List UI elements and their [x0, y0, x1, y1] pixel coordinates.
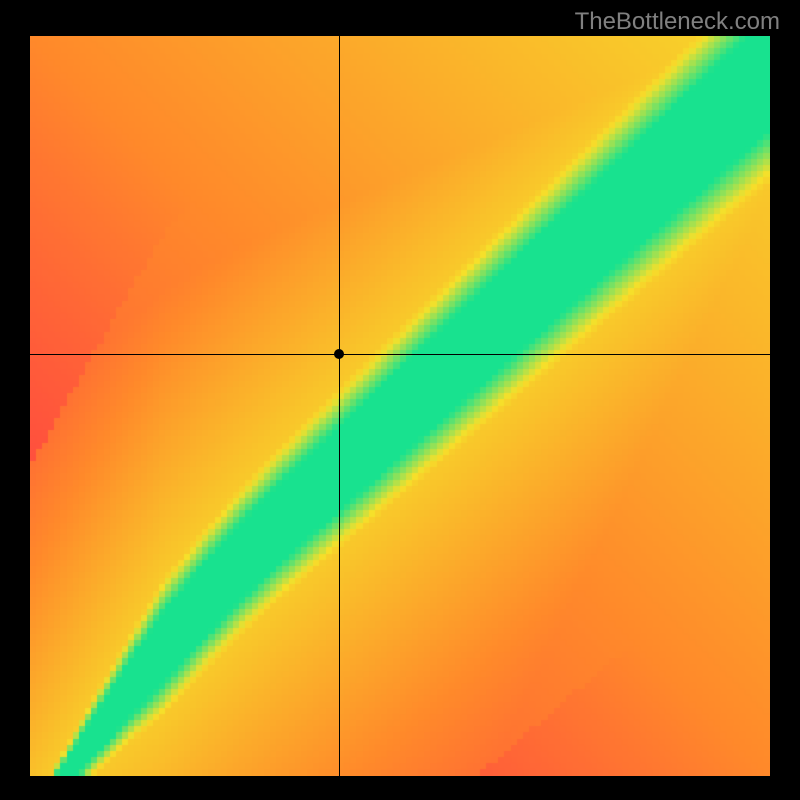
chart-container: TheBottleneck.com	[0, 0, 800, 800]
crosshair-horizontal	[30, 354, 770, 355]
plot-area	[30, 36, 770, 776]
crosshair-vertical	[339, 36, 340, 776]
watermark-text: TheBottleneck.com	[575, 8, 780, 36]
heatmap-canvas	[30, 36, 770, 776]
data-point-marker	[334, 349, 344, 359]
